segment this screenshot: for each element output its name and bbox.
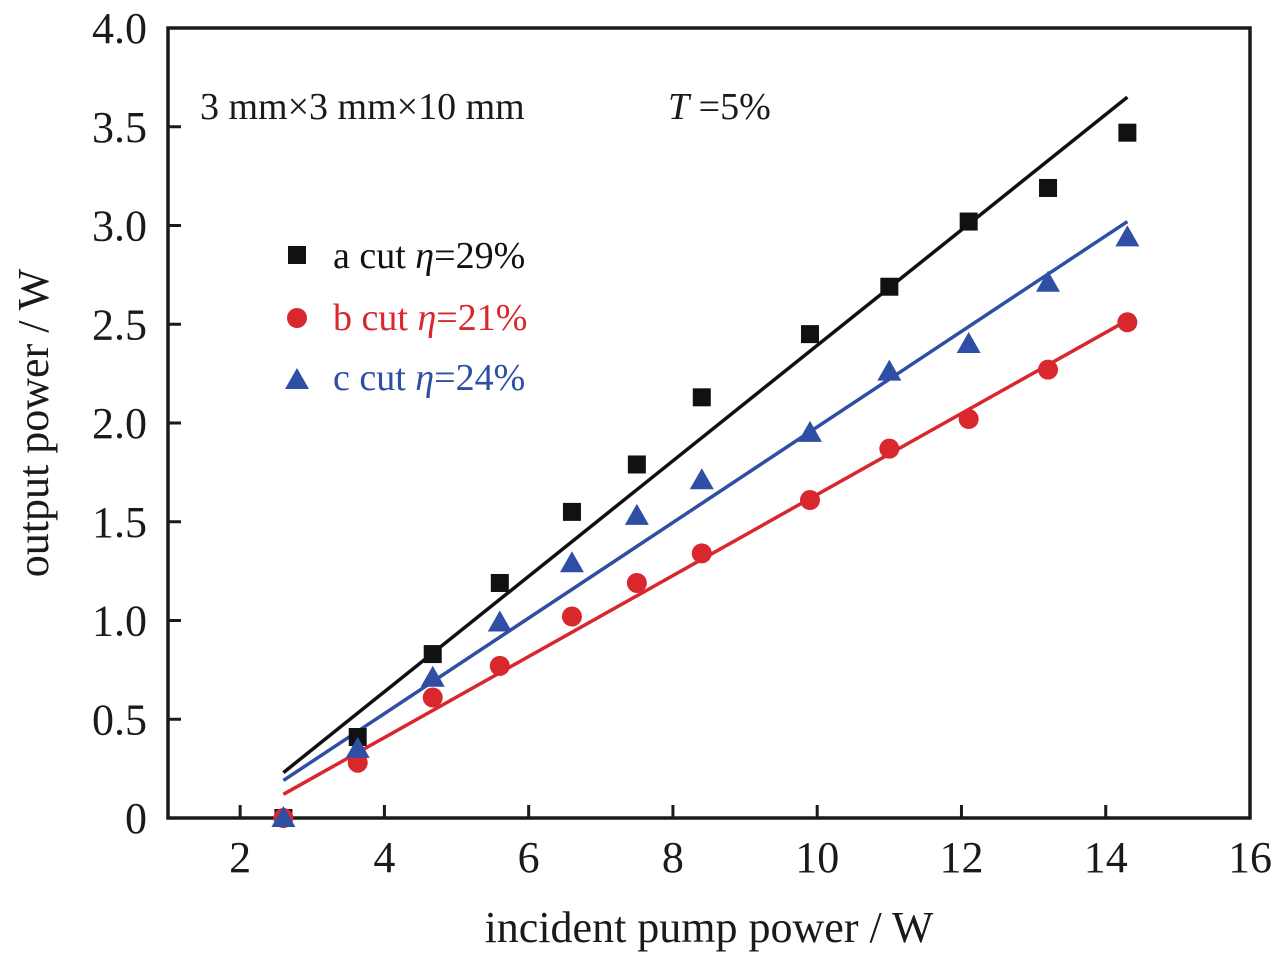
data-point-c-cut xyxy=(797,420,822,442)
y-tick-label: 2.5 xyxy=(92,300,147,349)
plot-frame xyxy=(166,26,1252,820)
data-point-a-cut xyxy=(1118,123,1137,142)
x-axis-title: incident pump power / W xyxy=(485,903,934,952)
legend-item-c-cut: c cut η=24% xyxy=(285,357,525,399)
data-point-a-cut xyxy=(692,388,711,407)
data-point-a-cut xyxy=(423,645,442,664)
y-tick-label: 3.0 xyxy=(92,202,147,251)
data-point-a-cut xyxy=(959,212,978,231)
legend-label: c cut xyxy=(333,357,415,399)
data-point-a-cut xyxy=(880,277,899,296)
data-point-b-cut xyxy=(1117,312,1138,333)
data-point-a-cut xyxy=(490,573,509,592)
svg-text:a cut η=29%: a cut η=29% xyxy=(333,235,525,277)
data-point-a-cut xyxy=(800,325,819,344)
y-axis-ticks: 0 0.5 1.0 1.5 2.0 2.5 3.0 3.5 4.0 xyxy=(92,4,181,843)
data-point-c-cut xyxy=(624,503,649,525)
data-point-b-cut xyxy=(561,606,582,627)
x-tick-label: 16 xyxy=(1228,833,1272,882)
data-point-c-cut xyxy=(956,332,981,353)
legend-marker-circle xyxy=(287,308,307,328)
legend-eta-value: =24% xyxy=(434,357,525,399)
annotation-dimensions: 3 mm×3 mm×10 mm xyxy=(200,86,525,128)
y-tick-label: 2.0 xyxy=(92,399,147,448)
svg-text:c cut η=24%: c cut η=24% xyxy=(333,357,525,399)
data-point-b-cut xyxy=(489,655,510,676)
data-point-b-cut xyxy=(626,572,647,593)
x-tick-label: 10 xyxy=(795,833,839,882)
legend-eta-value: =21% xyxy=(436,297,527,339)
legend-marker-triangle xyxy=(285,368,309,389)
data-point-c-cut xyxy=(877,359,902,381)
data-point-b-cut xyxy=(799,490,820,511)
data-point-b-cut xyxy=(1038,359,1059,380)
data-point-c-cut xyxy=(559,551,584,573)
x-tick-label: 14 xyxy=(1084,833,1128,882)
y-tick-label: 0.5 xyxy=(92,695,147,744)
annotation-param-symbol: T xyxy=(668,86,692,128)
x-tick-label: 6 xyxy=(518,833,540,882)
legend: a cut η=29% b cut η=21% c cut η=24% xyxy=(285,235,527,399)
data-point-c-cut xyxy=(1036,270,1061,292)
legend-item-b-cut: b cut η=21% xyxy=(287,297,527,339)
data-markers xyxy=(271,123,1140,828)
x-tick-label: 8 xyxy=(662,833,684,882)
fit-lines xyxy=(282,95,1129,796)
plot-border xyxy=(166,26,1252,820)
y-tick-label: 1.0 xyxy=(92,597,147,646)
data-point-b-cut xyxy=(958,409,979,430)
fit-line-c-cut xyxy=(282,220,1129,782)
data-point-c-cut xyxy=(1115,225,1140,247)
y-tick-label: 4.0 xyxy=(92,4,147,53)
legend-item-a-cut: a cut η=29% xyxy=(288,235,525,277)
data-point-c-cut xyxy=(420,665,445,687)
annotation: 3 mm×3 mm×10 mm T =5% xyxy=(200,86,771,128)
svg-text:b cut η=21%: b cut η=21% xyxy=(333,297,527,339)
data-point-b-cut xyxy=(422,687,443,708)
x-tick-label: 12 xyxy=(939,833,983,882)
y-tick-label: 1.5 xyxy=(92,498,147,547)
x-tick-label: 2 xyxy=(229,833,251,882)
data-point-a-cut xyxy=(627,455,646,474)
legend-eta-value: =29% xyxy=(434,235,525,277)
data-point-c-cut xyxy=(271,806,296,827)
y-axis-title: output power / W xyxy=(9,268,58,577)
annotation-param-value: =5% xyxy=(699,86,771,128)
fit-line-a-cut xyxy=(282,95,1129,774)
legend-label: a cut xyxy=(333,235,415,277)
legend-marker-square xyxy=(288,246,306,264)
data-point-b-cut xyxy=(879,438,900,459)
x-axis-ticks: 2 4 6 8 10 12 14 16 xyxy=(229,805,1272,882)
data-point-a-cut xyxy=(1039,178,1058,197)
y-tick-label: 0 xyxy=(125,794,147,843)
data-point-c-cut xyxy=(689,468,714,490)
y-tick-label: 3.5 xyxy=(92,103,147,152)
legend-eta-symbol: η xyxy=(417,297,436,339)
legend-eta-symbol: η xyxy=(415,357,434,399)
data-point-c-cut xyxy=(345,736,370,758)
data-point-c-cut xyxy=(487,610,512,632)
x-tick-label: 4 xyxy=(373,833,395,882)
data-point-b-cut xyxy=(691,543,712,564)
data-point-a-cut xyxy=(562,502,581,521)
legend-eta-symbol: η xyxy=(415,235,434,277)
legend-label: b cut xyxy=(333,297,417,339)
